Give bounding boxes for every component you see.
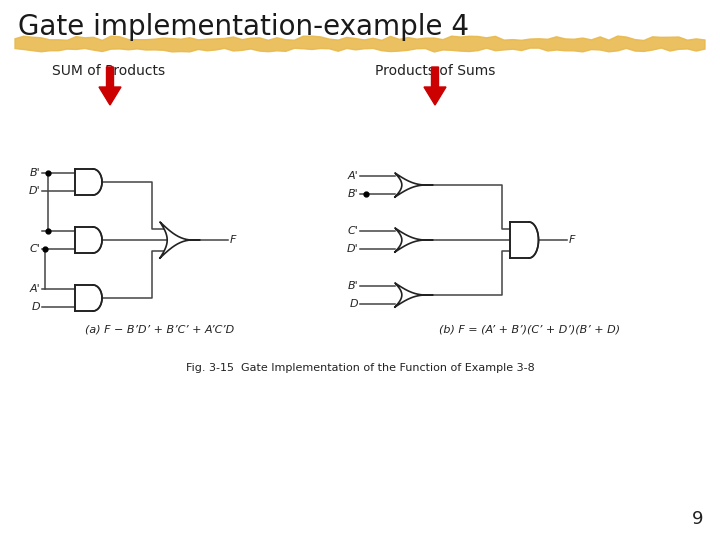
Text: Fig. 3-15  Gate Implementation of the Function of Example 3-8: Fig. 3-15 Gate Implementation of the Fun… — [186, 363, 534, 373]
Polygon shape — [395, 173, 433, 197]
Text: B': B' — [347, 281, 358, 291]
Text: D: D — [32, 302, 40, 312]
FancyArrow shape — [424, 67, 446, 105]
Text: D': D' — [28, 186, 40, 196]
Text: (a) F − B’D’ + B’C’ + A’C’D: (a) F − B’D’ + B’C’ + A’C’D — [86, 325, 235, 335]
Text: D': D' — [346, 244, 358, 254]
Text: B': B' — [30, 168, 40, 178]
Text: D: D — [349, 299, 358, 309]
Polygon shape — [75, 227, 102, 253]
Text: C': C' — [30, 244, 40, 254]
Polygon shape — [395, 283, 433, 307]
Polygon shape — [15, 36, 705, 52]
Polygon shape — [75, 285, 102, 311]
Text: B': B' — [347, 189, 358, 199]
Text: (b) F = (A’ + B’)(C’ + D’)(B’ + D): (b) F = (A’ + B’)(C’ + D’)(B’ + D) — [439, 325, 621, 335]
Text: A': A' — [30, 284, 40, 294]
Polygon shape — [395, 228, 433, 252]
Polygon shape — [510, 222, 539, 258]
FancyArrow shape — [99, 67, 121, 105]
Text: F: F — [230, 235, 236, 245]
Text: F: F — [569, 235, 575, 245]
Text: Products of Sums: Products of Sums — [375, 64, 495, 78]
Polygon shape — [75, 169, 102, 195]
Text: C': C' — [347, 226, 358, 236]
Text: A': A' — [347, 171, 358, 181]
Text: Gate implementation-example 4: Gate implementation-example 4 — [18, 13, 469, 41]
Text: SUM of Products: SUM of Products — [52, 64, 165, 78]
Text: 9: 9 — [691, 510, 703, 528]
Polygon shape — [160, 222, 200, 258]
